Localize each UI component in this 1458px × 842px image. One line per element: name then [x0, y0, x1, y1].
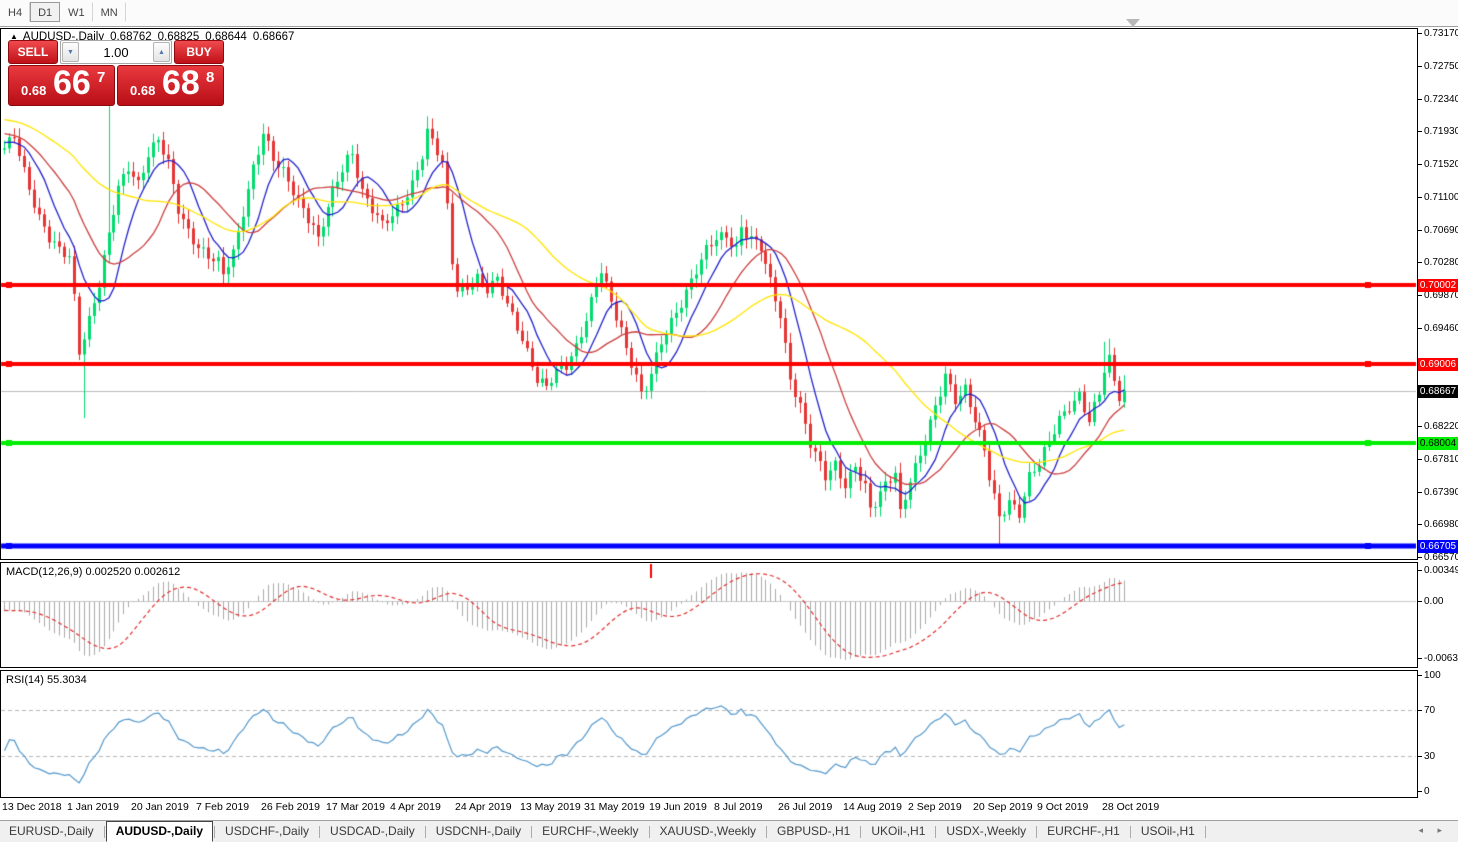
rsi-axis-label: 100 — [1424, 670, 1441, 681]
buy-price-display[interactable]: 0.68 68 8 — [117, 64, 224, 106]
collapse-panel-icon[interactable]: ▲ — [10, 32, 18, 41]
buy-price-pip: 8 — [206, 69, 215, 86]
axis-tick — [1418, 197, 1422, 198]
volume-input[interactable] — [80, 41, 152, 63]
macd-label: MACD(12,26,9) 0.002520 0.002612 — [6, 566, 181, 578]
price-badge-068667: 0.68667 — [1418, 385, 1458, 398]
axis-tick — [1418, 131, 1422, 132]
buy-price-big: 68 — [162, 64, 200, 102]
macd-axis-label: 0.00349 — [1424, 565, 1458, 576]
volume-decrease-button[interactable]: ▼ — [62, 42, 79, 62]
axis-tick — [1418, 295, 1422, 296]
price-axis-label: 0.71930 — [1424, 126, 1458, 137]
chart-shift-marker-icon[interactable] — [1126, 19, 1140, 27]
axis-tick — [1418, 230, 1422, 231]
date-axis-label: 24 Apr 2019 — [455, 801, 512, 813]
sell-price-display[interactable]: 0.68 66 7 — [8, 64, 115, 106]
price-chart-canvas[interactable] — [0, 0, 1418, 842]
date-axis-label: 4 Apr 2019 — [390, 801, 441, 813]
date-axis-label: 13 May 2019 — [520, 801, 581, 813]
price-axis-label: 0.71100 — [1424, 192, 1458, 203]
axis-tick — [1418, 33, 1422, 34]
volume-control: ▼ ▲ — [60, 40, 172, 64]
date-axis-label: 1 Jan 2019 — [67, 801, 119, 813]
sell-price-pip: 7 — [97, 69, 106, 86]
date-axis-label: 2 Sep 2019 — [908, 801, 962, 813]
date-axis-label: 28 Oct 2019 — [1102, 801, 1160, 813]
macd-axis-label: -0.00637 — [1424, 653, 1458, 664]
price-axis-label: 0.69870 — [1424, 290, 1458, 301]
date-axis-label: 26 Feb 2019 — [261, 801, 320, 813]
axis-tick — [1418, 524, 1422, 525]
axis-tick — [1418, 675, 1422, 676]
sell-price-big: 66 — [53, 64, 91, 102]
date-axis-label: 20 Jan 2019 — [131, 801, 189, 813]
price-axis-label: 0.68220 — [1424, 421, 1458, 432]
axis-tick — [1418, 164, 1422, 165]
date-axis-label: 26 Jul 2019 — [778, 801, 833, 813]
date-axis-label: 9 Oct 2019 — [1037, 801, 1089, 813]
axis-tick — [1418, 791, 1422, 792]
axis-tick — [1418, 66, 1422, 67]
date-axis-label: 19 Jun 2019 — [649, 801, 707, 813]
price-axis-label: 0.66570 — [1424, 552, 1458, 563]
volume-increase-button[interactable]: ▲ — [153, 42, 170, 62]
price-badge-066705: 0.66705 — [1418, 540, 1458, 553]
rsi-axis-label: 0 — [1424, 786, 1430, 797]
rsi-label: RSI(14) 55.3034 — [6, 674, 87, 686]
axis-tick — [1418, 459, 1422, 460]
date-axis-label: 17 Mar 2019 — [326, 801, 385, 813]
macd-axis-label: 0.00 — [1424, 596, 1444, 607]
date-axis-label: 7 Feb 2019 — [196, 801, 250, 813]
price-axis-label: 0.71520 — [1424, 159, 1458, 170]
one-click-trading-panel: SELL ▼ ▲ BUY 0.68 66 7 0.68 68 8 — [8, 40, 224, 106]
price-axis-label: 0.70280 — [1424, 257, 1458, 268]
date-axis-label: 8 Jul 2019 — [714, 801, 763, 813]
rsi-axis-label: 70 — [1424, 705, 1436, 716]
axis-tick — [1418, 426, 1422, 427]
date-axis-label: 20 Sep 2019 — [973, 801, 1033, 813]
axis-tick — [1418, 710, 1422, 711]
price-axis-label: 0.73170 — [1424, 28, 1458, 39]
tab-scroll-arrows: ◂ ▸ — [1418, 825, 1448, 835]
buy-button[interactable]: BUY — [174, 40, 224, 64]
price-axis-label: 0.67810 — [1424, 454, 1458, 465]
price-axis-label: 0.72750 — [1424, 61, 1458, 72]
axis-tick — [1418, 328, 1422, 329]
sell-button[interactable]: SELL — [8, 40, 58, 64]
axis-tick — [1418, 99, 1422, 100]
ohlc-close: 0.68667 — [252, 31, 295, 43]
sell-price-prefix: 0.68 — [21, 83, 47, 98]
rsi-axis-label: 30 — [1424, 751, 1436, 762]
axis-tick — [1418, 492, 1422, 493]
price-axis-label: 0.69460 — [1424, 323, 1458, 334]
price-axis-label: 0.66980 — [1424, 519, 1458, 530]
axis-tick — [1418, 557, 1422, 558]
price-badge-070002: 0.70002 — [1418, 279, 1458, 292]
axis-tick — [1418, 262, 1422, 263]
date-axis-label: 14 Aug 2019 — [843, 801, 902, 813]
triangle-down-icon: ▼ — [67, 48, 74, 56]
buy-price-prefix: 0.68 — [130, 83, 156, 98]
date-axis-label: 31 May 2019 — [584, 801, 645, 813]
price-axis-label: 0.67390 — [1424, 487, 1458, 498]
axis-tick — [1418, 601, 1422, 602]
axis-tick — [1418, 658, 1422, 659]
price-badge-069006: 0.69006 — [1418, 358, 1458, 371]
date-axis-label: 13 Dec 2018 — [2, 801, 62, 813]
price-axis-label: 0.72340 — [1424, 94, 1458, 105]
axis-tick — [1418, 570, 1422, 571]
price-badge-068004: 0.68004 — [1418, 437, 1458, 450]
price-axis-label: 0.70690 — [1424, 225, 1458, 236]
triangle-up-icon: ▲ — [158, 48, 165, 56]
axis-tick — [1418, 756, 1422, 757]
